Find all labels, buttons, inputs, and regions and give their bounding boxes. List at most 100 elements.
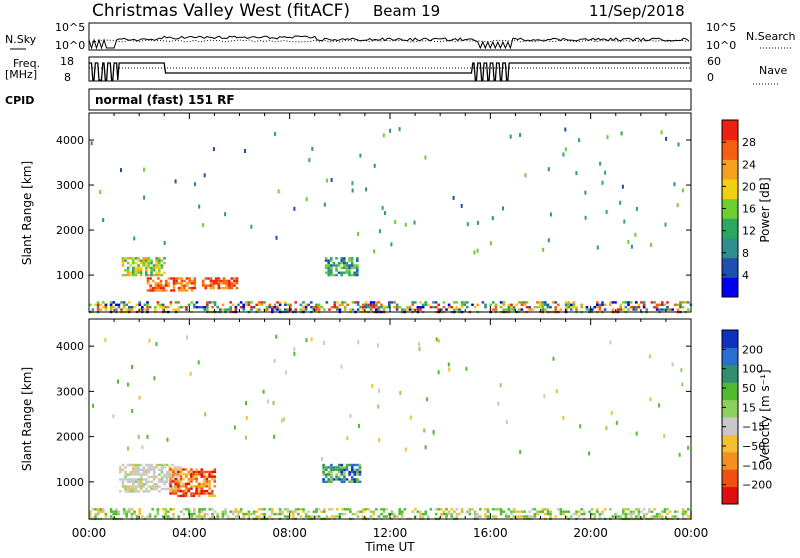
power-data-cell [146,306,149,309]
power-data-cell [362,303,365,306]
power-data-cell [627,303,630,306]
power-data-cell [499,301,503,304]
velocity-data-cell [460,508,464,511]
velocity-data-cell [213,468,217,471]
velocity-data-cell [268,515,271,518]
velocity-data-cell [678,452,681,457]
velocity-colorbar-segment [722,486,738,505]
nave-tick-top: 60 [707,55,721,68]
velocity-data-cell [330,480,333,483]
velocity-data-cell [668,510,672,513]
velocity-data-cell [172,512,175,516]
power-data-cell [544,308,547,311]
power-data-cell [247,301,251,304]
velocity-data-cell [323,508,326,511]
velocity-data-cell [358,423,360,428]
power-data-cell [157,284,160,287]
power-data-cell [160,259,164,262]
freq-tick-bottom: 8 [64,71,71,84]
power-data-cell [209,282,213,285]
velocity-data-cell [184,482,188,486]
power-data-cell [169,303,173,306]
velocity-data-cell [559,510,563,513]
velocity-data-cell [158,490,161,493]
velocity-data-cell [163,463,166,467]
velocity-data-cell [671,515,674,518]
velocity-data-cell [663,510,667,513]
power-data-cell [611,308,615,311]
velocity-data-cell [124,478,127,481]
velocity-data-cell [208,475,211,478]
velocity-data-cell [637,508,641,511]
velocity-data-cell [150,463,153,467]
velocity-data-cell [356,463,359,467]
power-data-cell [350,257,354,260]
velocity-data-cell [174,492,178,495]
velocity-data-cell [124,475,127,479]
velocity-data-cell [687,445,690,450]
velocity-data-cell [232,510,235,513]
velocity-data-cell [160,463,164,467]
power-data-cell [180,306,183,309]
power-data-cell [658,308,661,311]
power-data-cell [327,259,330,262]
power-ytick-label-1000: 1000 [56,269,84,282]
power-data-cell [356,271,359,274]
velocity-data-cell [139,487,143,491]
velocity-data-cell [390,512,394,516]
velocity-data-cell [145,473,148,476]
velocity-data-cell [203,492,206,495]
velocity-data-cell [680,368,683,373]
velocity-data-cell [176,466,179,469]
power-data-cell [137,259,140,262]
velocity-data-cell [137,483,140,486]
velocity-data-cell [145,483,148,486]
velocity-data-cell [378,438,381,443]
power-data-cell [323,308,326,311]
power-data-cell [126,257,130,260]
power-data-cell [89,303,92,306]
velocity-data-cell [119,490,122,493]
velocity-data-cell [182,489,185,493]
velocity-data-cell [322,480,325,483]
velocity-data-cell [499,512,503,516]
velocity-data-cell [307,510,310,513]
power-data-cell [419,306,422,309]
velocity-data-cell [523,515,526,518]
power-cbar-tick-label: 4 [742,269,749,282]
power-data-cell [217,286,221,290]
velocity-data-cell [210,473,214,476]
velocity-data-cell [282,417,285,422]
power-cbar-tick-label: 24 [742,158,756,171]
power-data-cell [305,197,308,202]
power-data-cell [337,271,341,274]
velocity-data-cell [575,510,578,513]
velocity-data-cell [468,508,472,511]
velocity-data-cell [169,492,172,495]
velocity-data-cell [635,431,638,436]
velocity-data-cell [179,468,183,471]
velocity-data-cell [635,508,638,511]
power-data-cell [275,235,278,240]
power-data-cell [570,306,573,309]
power-data-cell [154,286,158,290]
velocity-data-cell [163,473,166,476]
power-data-cell [317,303,321,306]
velocity-colorbar-segment [722,417,738,435]
power-data-cell [193,284,197,287]
power-data-cell [201,284,205,287]
velocity-data-cell [141,515,144,518]
power-data-cell [538,303,542,306]
power-data-cell [337,264,341,267]
power-data-cell [128,306,131,309]
velocity-data-cell [124,487,127,491]
power-data-cell [255,308,258,311]
velocity-data-cell [141,445,144,450]
power-data-cell [627,308,630,311]
power-data-cell [162,284,165,287]
velocity-data-cell [327,480,331,483]
power-data-cell [541,303,544,306]
velocity-colorbar-segment [722,382,738,401]
power-data-cell [455,308,459,311]
velocity-data-cell [353,473,357,476]
